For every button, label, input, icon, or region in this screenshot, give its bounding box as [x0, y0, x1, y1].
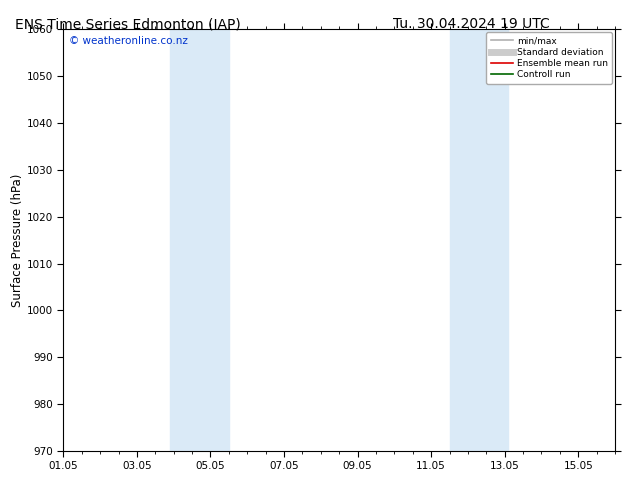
Bar: [450, 29, 508, 451]
Text: © weatheronline.co.nz: © weatheronline.co.nz: [69, 36, 188, 46]
Text: Tu. 30.04.2024 19 UTC: Tu. 30.04.2024 19 UTC: [393, 17, 550, 31]
Legend: min/max, Standard deviation, Ensemble mean run, Controll run: min/max, Standard deviation, Ensemble me…: [486, 32, 612, 84]
Bar: [170, 29, 229, 451]
Y-axis label: Surface Pressure (hPa): Surface Pressure (hPa): [11, 173, 24, 307]
Text: ENS Time Series Edmonton (IAP): ENS Time Series Edmonton (IAP): [15, 17, 241, 31]
